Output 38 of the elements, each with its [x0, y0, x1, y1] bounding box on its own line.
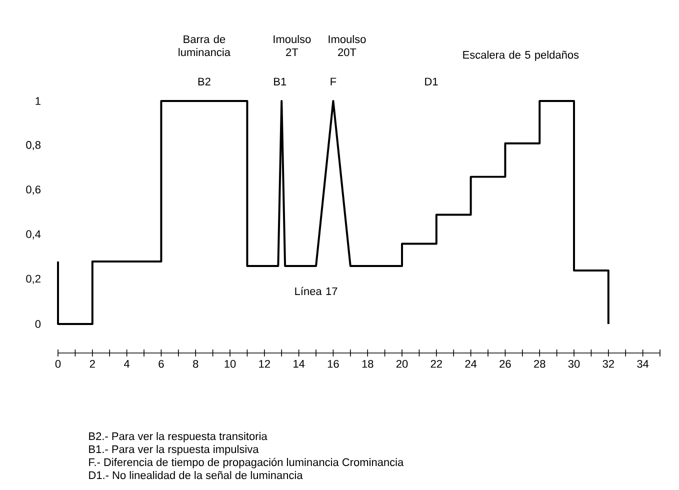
- text: F: [330, 78, 336, 86]
- y-tick-label: 1: [36, 97, 40, 105]
- x-tick-label: 12: [259, 360, 270, 368]
- text: Barra de luminancia: [178, 35, 230, 56]
- text: Imoulso 20T: [328, 35, 366, 56]
- text: Imoulso 2T: [274, 35, 311, 56]
- x-tick-label: 28: [534, 360, 546, 368]
- line-series: [57, 100, 610, 325]
- x-tick-label: 26: [500, 360, 511, 368]
- text: F.- Diferencia de tiempo de propagación luminancia Crominancia: [89, 458, 404, 468]
- x-tick-label: 2: [90, 360, 95, 368]
- x-tick-label: 10: [224, 360, 236, 368]
- text: Escalera de 5 peldaños: [463, 50, 579, 61]
- x-tick-label: 24: [465, 360, 477, 368]
- x-tick-label: 34: [637, 360, 649, 368]
- text: B2.- Para ver la respuesta transitoria: [89, 432, 268, 442]
- y-tick-label: 0,8: [26, 141, 41, 150]
- text: B1: [274, 78, 286, 86]
- x-tick-label: 4: [124, 360, 130, 368]
- x-tick-label: 0: [55, 360, 61, 368]
- x-tick-label: 22: [430, 360, 442, 368]
- text: B1.- Para ver la rspuesta impulsiva: [89, 445, 259, 456]
- x-tick-label: 14: [294, 360, 305, 368]
- text: B2: [198, 78, 210, 86]
- y-tick-label: 0,2: [26, 274, 40, 284]
- y-tick-label: 0: [35, 320, 41, 328]
- x-tick-label: 16: [328, 360, 339, 368]
- x-tick-label: 30: [568, 360, 580, 368]
- x-tick-label: 6: [158, 360, 164, 368]
- x-tick-label: 8: [193, 360, 198, 368]
- annotation: Línea 17: [295, 286, 338, 296]
- x-tick-label: 18: [362, 360, 374, 368]
- y-tick-label: 0,4: [26, 230, 41, 240]
- text: D1: [425, 78, 438, 86]
- x-tick-label: 20: [396, 360, 408, 368]
- y-tick-label: 0,6: [26, 186, 41, 195]
- x-tick-label: 32: [602, 360, 614, 368]
- text: D1.- No linealidad de la señal de luminancia: [89, 471, 303, 480]
